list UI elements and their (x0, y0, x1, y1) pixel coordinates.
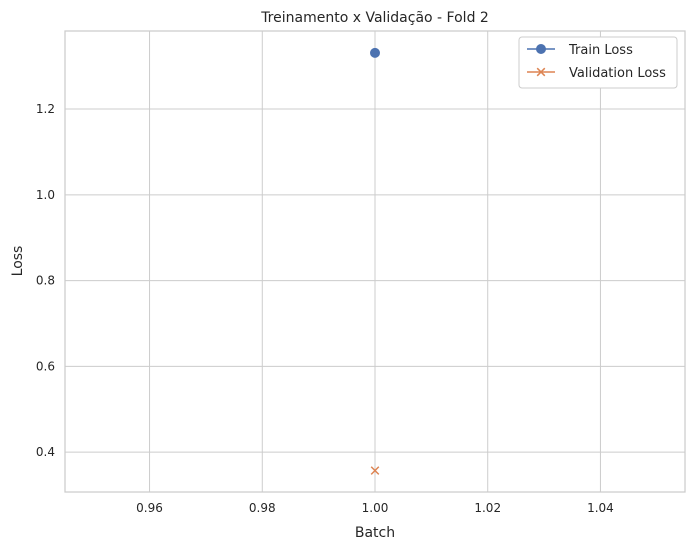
x-tick-label: 1.00 (362, 501, 389, 515)
x-tick-label: 1.04 (587, 501, 614, 515)
plot-frame (64, 30, 686, 493)
x-tick-labels: 0.96 0.98 1.00 1.02 1.04 (136, 501, 614, 515)
y-tick-label: 0.4 (36, 445, 55, 459)
x-tick-label: 0.96 (136, 501, 163, 515)
y-tick-labels: 0.4 0.6 0.8 1.0 1.2 (36, 102, 55, 459)
y-gridlines (65, 108, 685, 453)
legend-label: Validation Loss (569, 66, 666, 81)
data-marks (370, 47, 380, 475)
y-tick-label: 0.8 (36, 274, 55, 288)
x-tick-label: 0.98 (249, 501, 276, 515)
legend-box (518, 36, 678, 89)
y-tick-label: 1.0 (36, 188, 55, 202)
x-tick-label: 1.02 (474, 501, 501, 515)
legend-marker (536, 67, 546, 77)
legend: Train Loss Validation Loss (518, 36, 678, 89)
plot-area (64, 30, 686, 493)
chart-title: Treinamento x Validação - Fold 2 (260, 10, 489, 26)
x-axis-title: Batch (355, 525, 395, 541)
y-tick-label: 1.2 (36, 102, 55, 116)
x-gridlines (149, 31, 601, 492)
data-point (370, 466, 380, 475)
data-point (370, 47, 380, 58)
legend-label: Train Loss (568, 43, 633, 58)
y-axis-title: Loss (10, 246, 26, 277)
legend-marker (536, 44, 546, 54)
y-tick-label: 0.6 (36, 359, 55, 373)
